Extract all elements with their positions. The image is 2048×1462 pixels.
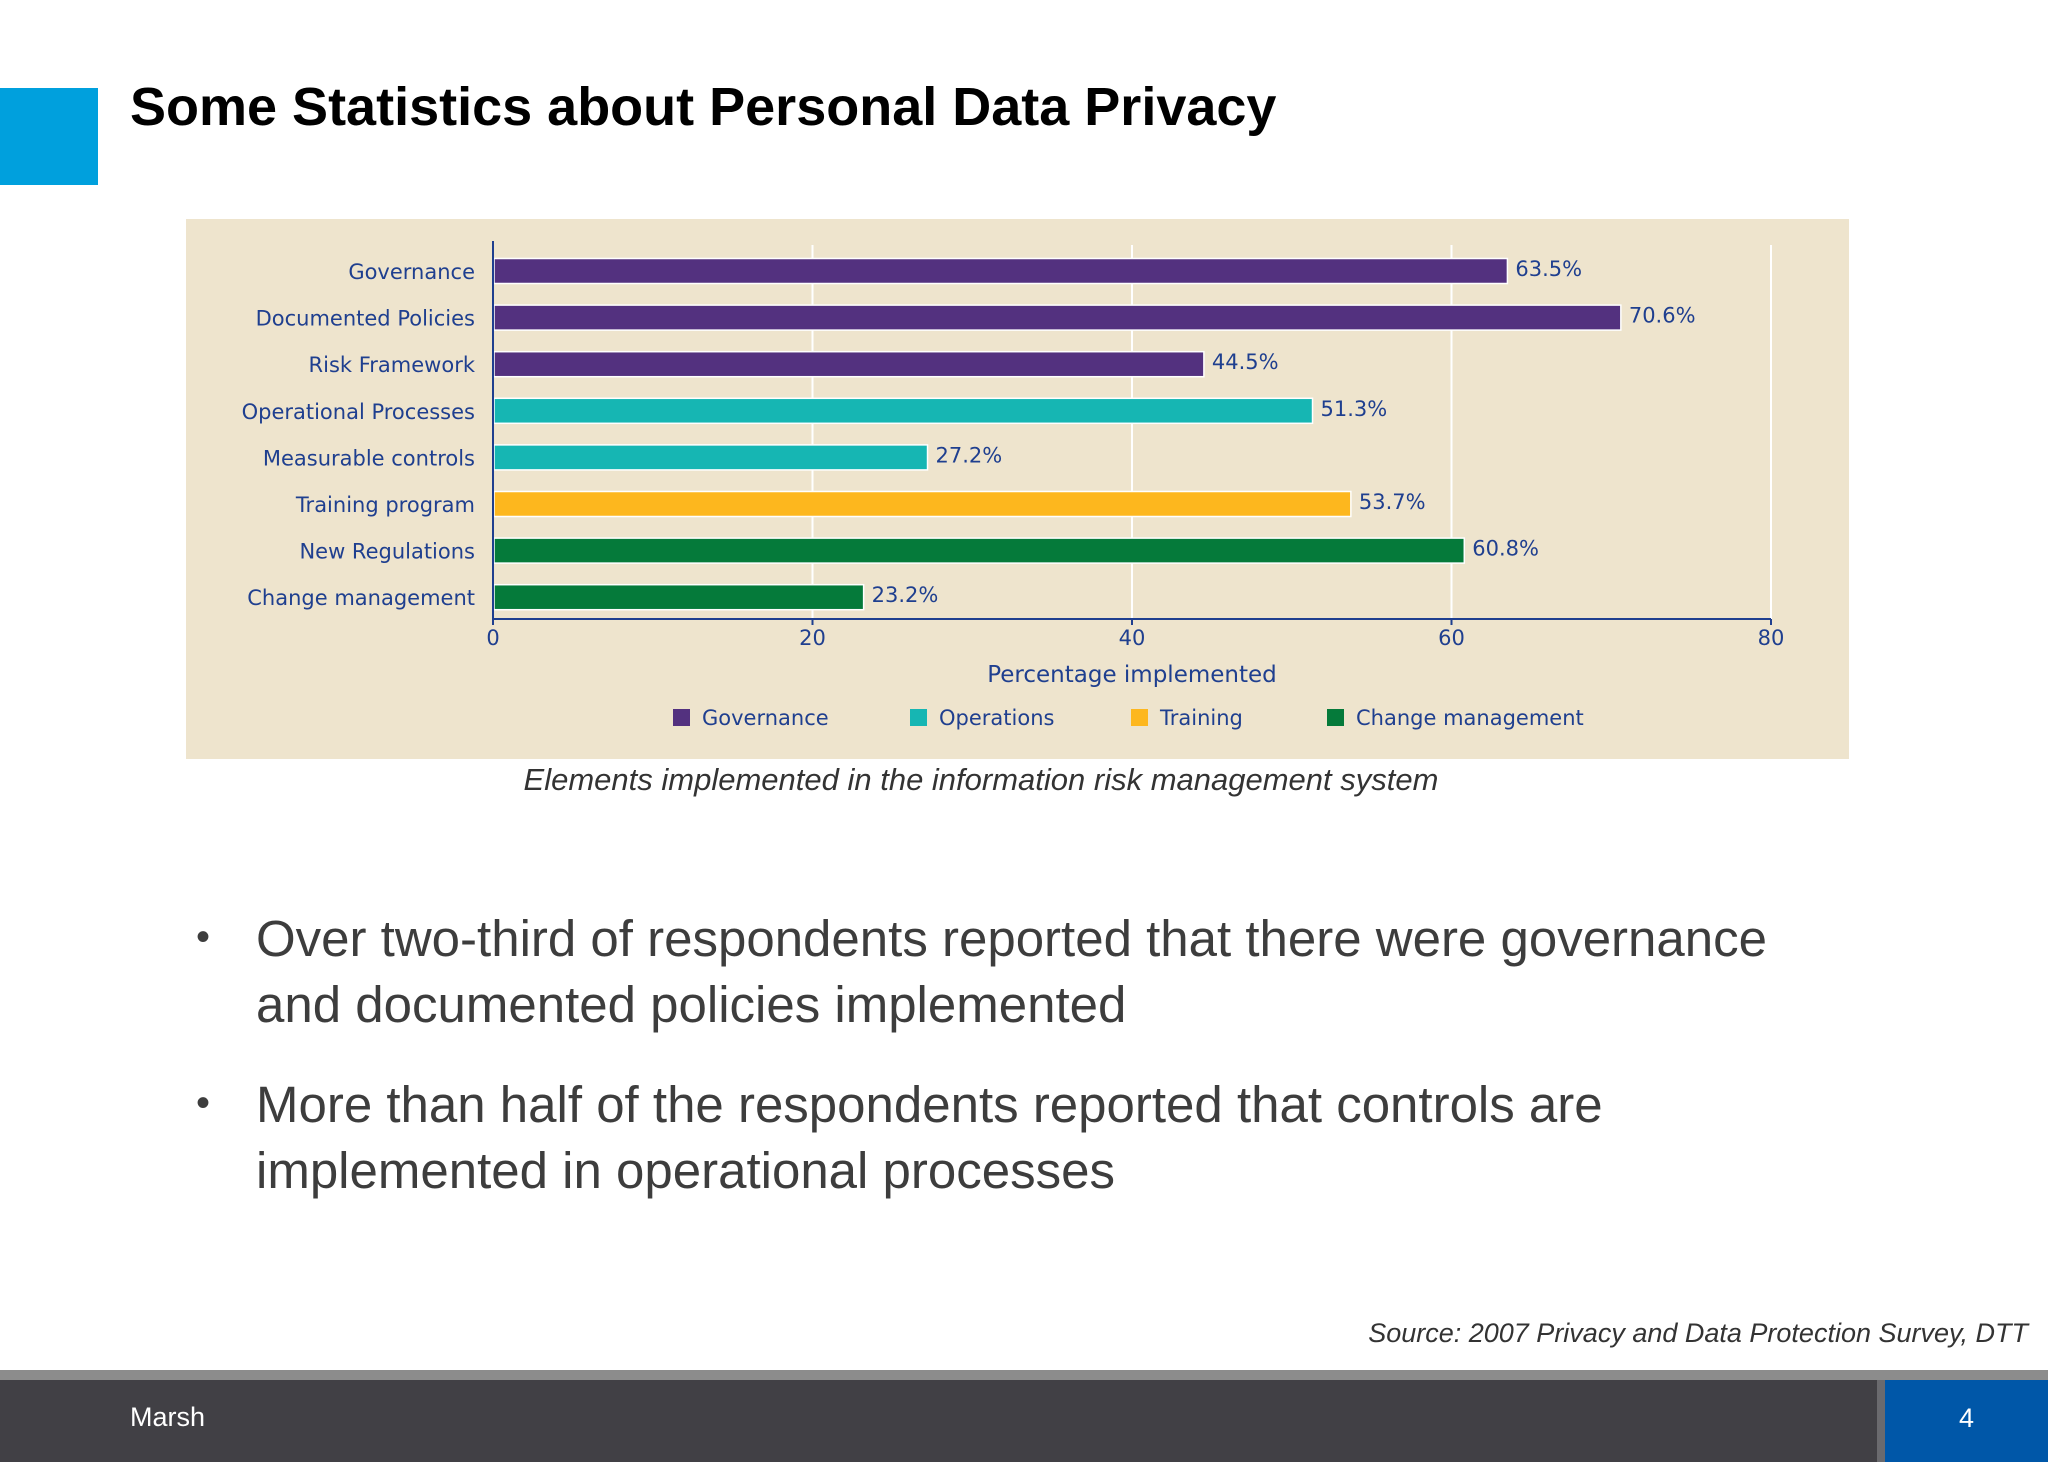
bar (493, 304, 1622, 331)
bar (493, 257, 1509, 285)
category-label: Measurable controls (263, 446, 475, 470)
value-label: 51.3% (1321, 397, 1388, 421)
category-label: New Regulations (299, 540, 475, 564)
source-note: Source: 2007 Privacy and Data Protection… (1368, 1318, 2028, 1348)
value-label: 23.2% (872, 583, 939, 607)
category-label: Governance (348, 260, 475, 284)
value-label: 53.7% (1359, 490, 1426, 514)
legend-label: Training (1159, 706, 1243, 730)
legend-label: Change management (1356, 706, 1584, 730)
value-label: 63.5% (1515, 257, 1582, 281)
footer-brand: Marsh (130, 1402, 206, 1432)
footer-bar (0, 1380, 1877, 1462)
bullet-dot-icon: • (196, 915, 211, 959)
bar (493, 490, 1352, 518)
x-tick-label: 80 (1758, 626, 1785, 650)
value-label: 70.6% (1629, 304, 1696, 328)
bullet-text: Over two-third of respondents reported t… (256, 910, 1767, 1033)
bullet-item: • More than half of the respondents repor… (196, 1072, 1816, 1204)
bar (493, 583, 865, 611)
chart-caption: Elements implemented in the information … (523, 762, 1439, 797)
legend-swatch (910, 709, 927, 726)
bullet-item: • Over two-third of respondents reported … (196, 906, 1816, 1038)
value-label: 27.2% (936, 443, 1003, 467)
category-label: Documented Policies (256, 307, 475, 331)
bullet-dot-icon: • (196, 1081, 211, 1125)
bar (493, 397, 1314, 425)
category-label: Risk Framework (309, 353, 476, 377)
bullet-list: • Over two-third of respondents reported … (196, 906, 1816, 1238)
page-number-box (1885, 1380, 2048, 1462)
bullet-text: More than half of the respondents report… (256, 1076, 1603, 1199)
value-label: 44.5% (1212, 350, 1279, 374)
footer-divider (0, 1370, 2048, 1380)
page-number: 4 (1958, 1403, 1975, 1433)
bar-chart-svg: 63.5% 70.6% 44.5% 51.3% 27.2% 53.7% 60.8% 23.2%… (242, 241, 1785, 730)
value-label: 60.8% (1472, 537, 1539, 561)
x-axis-title: Percentage implemented (987, 662, 1277, 688)
legend-swatch (673, 709, 690, 726)
axes: Governance Documented Policies Risk Framew… (242, 241, 1785, 688)
footer-separator (1877, 1380, 1885, 1462)
bar (493, 350, 1205, 378)
category-label: Operational Processes (242, 400, 475, 424)
legend-swatch (1131, 709, 1148, 726)
slide-title: Some Statistics about Personal Data Priv… (130, 77, 1277, 137)
legend-label: Operations (939, 706, 1054, 730)
legend: Governance Operations Training Change manag… (673, 706, 1584, 730)
bar-chart: 63.5% 70.6% 44.5% 51.3% 27.2% 53.7% 60.8% 23.2%… (186, 219, 1849, 759)
x-tick-label: 40 (1119, 626, 1146, 650)
bar (493, 444, 929, 471)
title-accent-block (0, 88, 98, 185)
x-tick-label: 60 (1438, 626, 1465, 650)
bars: 63.5% 70.6% 44.5% 51.3% 27.2% 53.7% 60.8% 23.2% (493, 257, 1696, 611)
x-tick-label: 20 (799, 626, 826, 650)
x-tick-label: 0 (486, 626, 499, 650)
legend-label: Governance (702, 706, 829, 730)
bar (493, 537, 1466, 564)
legend-swatch (1327, 709, 1344, 726)
category-label: Training program (295, 493, 475, 517)
category-label: Change management (247, 586, 475, 610)
